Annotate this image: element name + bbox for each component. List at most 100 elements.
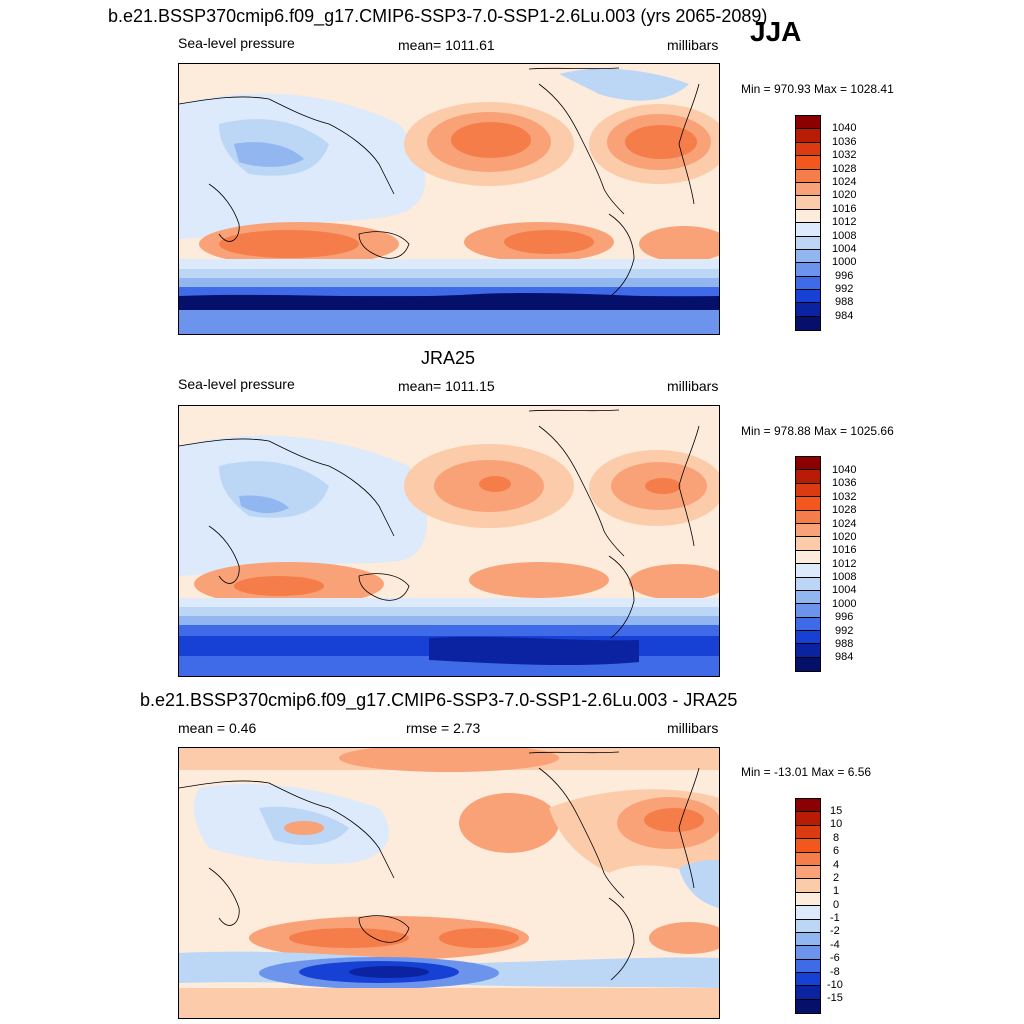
colorbar-swatch xyxy=(796,631,820,645)
colorbar-swatch xyxy=(796,169,820,183)
panel3-minmax: Min = -13.01 Max = 6.56 xyxy=(741,765,872,779)
panel2-mean-label: mean= 1011.15 xyxy=(398,378,495,394)
panel2-units-label: millibars xyxy=(667,378,719,394)
colorbar-tick-label: 1008 xyxy=(832,230,857,242)
colorbar-tick-label: 1 xyxy=(833,885,840,897)
colorbar-swatch xyxy=(796,999,820,1014)
colorbar-tick-label: -1 xyxy=(830,912,840,924)
colorbar-swatch xyxy=(796,799,820,813)
colorbar-tick-label: 8 xyxy=(833,832,840,844)
colorbar-swatch xyxy=(796,825,820,840)
panel3-rmse-label: rmse = 2.73 xyxy=(406,720,481,736)
colorbar-tick-label: 1024 xyxy=(832,518,857,530)
colorbar-swatch xyxy=(796,959,820,974)
colorbar-tick-label: 1004 xyxy=(832,584,857,596)
colorbar-tick-label: -10 xyxy=(827,979,843,991)
panel1-mean-label: mean= 1011.61 xyxy=(398,37,495,53)
colorbar-swatch xyxy=(796,892,820,907)
colorbar-swatch xyxy=(796,852,820,866)
panel3-map xyxy=(178,747,720,1019)
colorbar-tick-label: 988 xyxy=(835,638,854,650)
panel1-map xyxy=(178,63,720,335)
colorbar-swatch xyxy=(796,657,820,672)
colorbar-tick-label: 1012 xyxy=(832,216,857,228)
colorbar-tick-label: 996 xyxy=(835,270,854,282)
colorbar-tick-label: 1020 xyxy=(832,189,857,201)
panel1-units-label: millibars xyxy=(667,37,719,53)
colorbar-tick-label: 4 xyxy=(833,859,840,871)
colorbar-tick-label: 1036 xyxy=(832,136,857,148)
colorbar-tick-label: 1032 xyxy=(832,149,857,161)
colorbar-swatch xyxy=(796,457,820,471)
colorbar-swatch xyxy=(796,879,820,893)
colorbar-tick-label: 984 xyxy=(835,310,854,322)
colorbar-swatch xyxy=(796,182,820,197)
colorbar-tick-label: 992 xyxy=(835,283,854,295)
colorbar-swatch xyxy=(796,142,820,157)
figure-title: b.e21.BSSP370cmip6.f09_g17.CMIP6-SSP3-7.… xyxy=(108,6,768,26)
colorbar-tick-label: 1024 xyxy=(832,176,857,188)
colorbar-tick-label: 1040 xyxy=(832,122,857,134)
colorbar-tick-label: 1040 xyxy=(832,464,857,476)
colorbar-tick-label: 1012 xyxy=(832,558,857,570)
colorbar-swatch xyxy=(796,223,820,237)
colorbar-swatch xyxy=(796,986,820,1000)
season-label: JJA xyxy=(750,16,802,47)
colorbar-swatch xyxy=(796,316,820,331)
colorbar-tick-label: -2 xyxy=(830,925,840,937)
colorbar-swatch xyxy=(796,604,820,618)
panel2-minmax: Min = 978.88 Max = 1025.66 xyxy=(741,424,894,438)
colorbar-tick-label: 1036 xyxy=(832,477,857,489)
colorbar-tick-label: 988 xyxy=(835,296,854,308)
colorbar-tick-label: 1028 xyxy=(832,504,857,516)
colorbar-tick-label: 1032 xyxy=(832,491,857,503)
colorbar-swatch xyxy=(796,812,820,826)
colorbar-swatch xyxy=(796,906,820,920)
colorbar-swatch xyxy=(796,497,820,511)
colorbar-swatch xyxy=(796,550,820,565)
colorbar-tick-label: -6 xyxy=(830,952,840,964)
colorbar-swatch xyxy=(796,129,820,143)
colorbar-tick-label: 996 xyxy=(835,611,854,623)
colorbar-swatch xyxy=(796,523,820,538)
colorbar-tick-label: 984 xyxy=(835,651,854,663)
panel3-units-label: millibars xyxy=(667,720,719,736)
panel1-left-label: Sea-level pressure xyxy=(178,35,295,51)
colorbar-swatch xyxy=(796,919,820,933)
colorbar-tick-label: 2 xyxy=(833,872,840,884)
panel1-colorbar xyxy=(795,115,821,332)
colorbar-tick-label: 1000 xyxy=(832,598,857,610)
colorbar-tick-label: 1028 xyxy=(832,163,857,175)
colorbar-tick-label: 1016 xyxy=(832,203,857,215)
colorbar-tick-label: 15 xyxy=(830,805,843,817)
colorbar-swatch xyxy=(796,236,820,250)
panel3-mean-label: mean = 0.46 xyxy=(178,720,257,736)
colorbar-swatch xyxy=(796,865,820,880)
colorbar-swatch xyxy=(796,116,820,130)
panel2-map xyxy=(178,405,720,677)
colorbar-swatch xyxy=(796,932,820,947)
panel2-left-label: Sea-level pressure xyxy=(178,376,295,392)
colorbar-swatch xyxy=(796,564,820,578)
colorbar-swatch xyxy=(796,249,820,264)
colorbar-tick-label: 1004 xyxy=(832,243,857,255)
colorbar-swatch xyxy=(796,946,820,960)
colorbar-tick-label: 10 xyxy=(830,818,843,830)
colorbar-swatch xyxy=(796,483,820,498)
colorbar-swatch xyxy=(796,470,820,484)
colorbar-tick-label: 0 xyxy=(833,899,840,911)
colorbar-swatch xyxy=(796,973,820,987)
colorbar-tick-label: -4 xyxy=(830,939,840,951)
colorbar-swatch xyxy=(796,590,820,605)
panel3-colorbar xyxy=(795,798,821,1015)
colorbar-tick-label: 1008 xyxy=(832,571,857,583)
colorbar-swatch xyxy=(796,510,820,524)
colorbar-tick-label: 1016 xyxy=(832,544,857,556)
colorbar-swatch xyxy=(796,263,820,277)
colorbar-swatch xyxy=(796,276,820,291)
panel2-title: JRA25 xyxy=(421,348,476,368)
colorbar-swatch xyxy=(796,156,820,170)
colorbar-swatch xyxy=(796,537,820,551)
colorbar-swatch xyxy=(796,290,820,304)
colorbar-tick-label: 1000 xyxy=(832,256,857,268)
